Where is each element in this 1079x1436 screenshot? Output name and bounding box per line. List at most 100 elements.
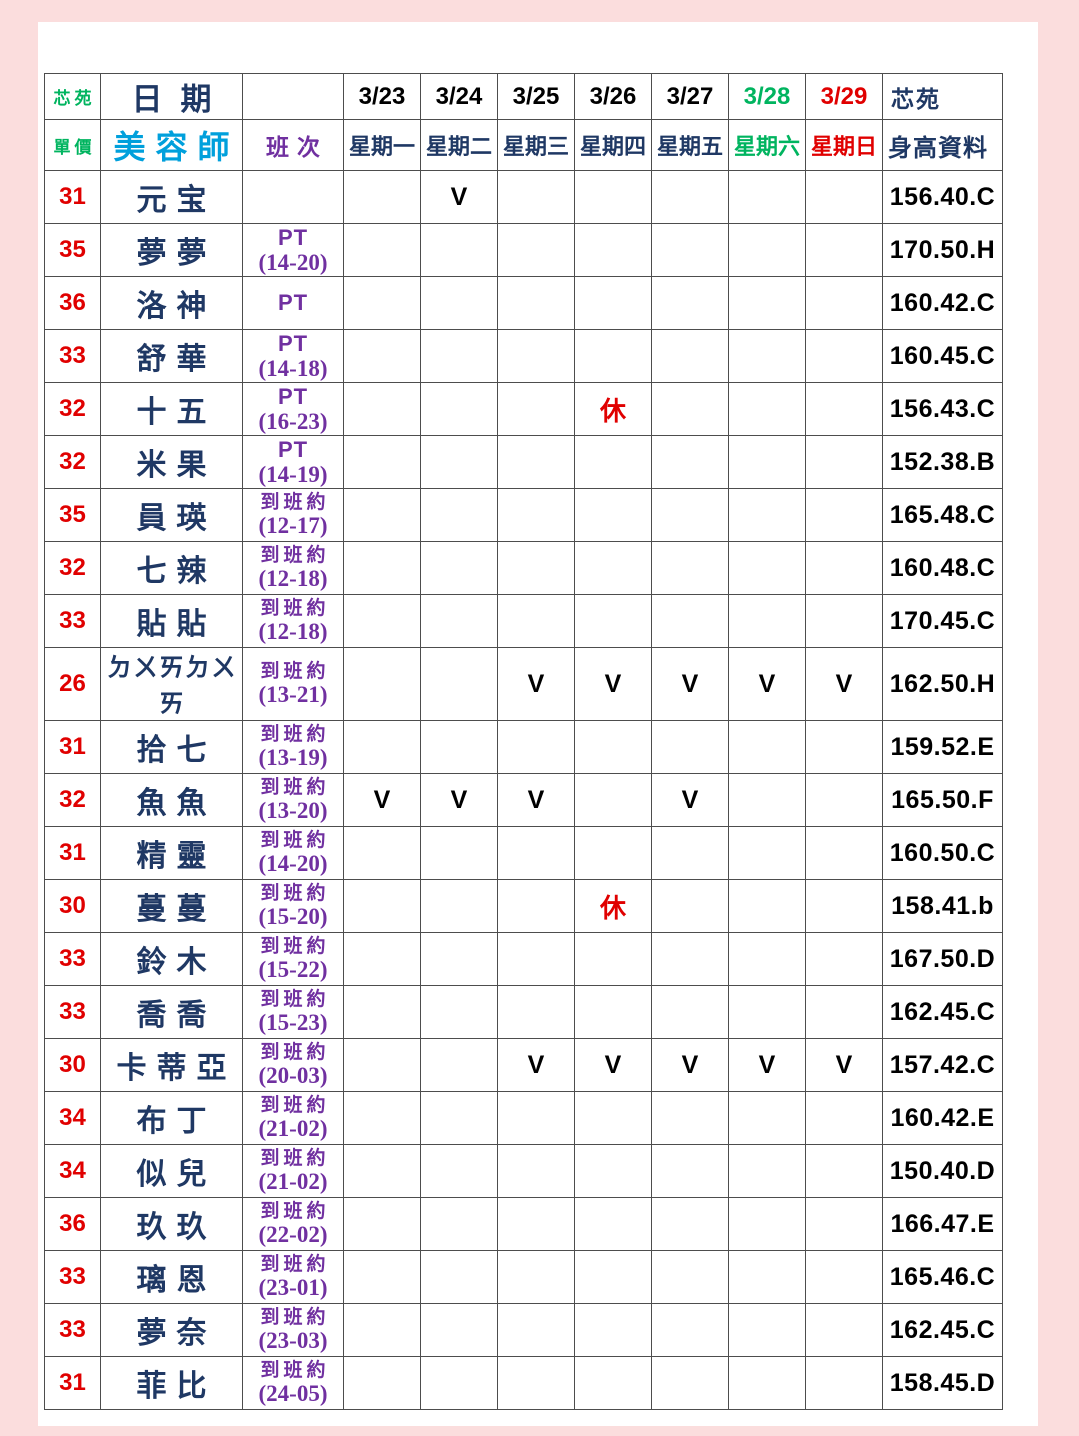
schedule-mark-cell: [805, 170, 883, 224]
schedule-mark-cell: [497, 826, 575, 880]
date-col-header: 3/27: [651, 73, 729, 120]
schedule-mark-cell: [574, 594, 652, 648]
weekday-col-header: 星期二: [420, 119, 498, 171]
schedule-mark-cell: [574, 1091, 652, 1145]
schedule-mark-cell: [651, 488, 729, 542]
height-info-cell: 167.50.D: [882, 932, 1003, 986]
schedule-mark-cell: [728, 879, 806, 933]
staff-row: 33 鈴木 到班約 (15-22) 167.50.D: [44, 932, 1003, 986]
schedule-mark-cell: [343, 1091, 421, 1145]
schedule-mark-cell: [574, 488, 652, 542]
shift-cell: 到班約 (15-23): [242, 985, 344, 1039]
schedule-mark-cell: V: [497, 773, 575, 827]
staff-name-cell: 七辣: [100, 541, 243, 595]
shift-cell: 到班約 (20-03): [242, 1038, 344, 1092]
shift-cell: 到班約 (23-01): [242, 1250, 344, 1304]
schedule-mark-cell: [574, 276, 652, 330]
weekday-col-header: 星期四: [574, 119, 652, 171]
price-cell: 31: [44, 1356, 101, 1410]
staff-name-cell: 精靈: [100, 826, 243, 880]
staff-name-cell: 魚魚: [100, 773, 243, 827]
staff-row: 32 魚魚 到班約 (13-20) V V V V 165.50.F: [44, 773, 1003, 827]
price-cell: 31: [44, 170, 101, 224]
schedule-mark-cell: [728, 276, 806, 330]
schedule-mark-cell: [343, 1356, 421, 1410]
schedule-mark-cell: [420, 382, 498, 436]
staff-row: 31 菲比 到班約 (24-05) 158.45.D: [44, 1356, 1003, 1410]
staff-row: 35 夢夢 PT (14-20) 170.50.H: [44, 223, 1003, 277]
schedule-mark-cell: V: [805, 1038, 883, 1092]
height-info-cell: 170.45.C: [882, 594, 1003, 648]
shift-cell: 到班約 (21-02): [242, 1144, 344, 1198]
schedule-mark-cell: [805, 1091, 883, 1145]
shift-cell: 到班約 (12-18): [242, 594, 344, 648]
schedule-mark-cell: [805, 1144, 883, 1198]
schedule-mark-cell: [420, 826, 498, 880]
schedule-mark-cell: [728, 541, 806, 595]
schedule-mark-cell: [420, 541, 498, 595]
height-info-cell: 162.45.C: [882, 985, 1003, 1039]
schedule-mark-cell: [574, 932, 652, 986]
price-cell: 33: [44, 1250, 101, 1304]
schedule-mark-cell: [420, 276, 498, 330]
date-col-header: 3/23: [343, 73, 421, 120]
schedule-mark-cell: [420, 1091, 498, 1145]
height-info-cell: 162.50.H: [882, 647, 1003, 721]
schedule-mark-cell: [728, 826, 806, 880]
staff-row: 34 布丁 到班約 (21-02) 160.42.E: [44, 1091, 1003, 1145]
schedule-mark-cell: [420, 329, 498, 383]
schedule-mark-cell: [574, 720, 652, 774]
site-label-top-left: 芯苑: [44, 73, 101, 120]
schedule-mark-cell: V: [497, 647, 575, 721]
staff-row: 30 蔓蔓 到班約 (15-20) 休 158.41.b: [44, 879, 1003, 933]
price-cell: 30: [44, 1038, 101, 1092]
schedule-mark-cell: [343, 329, 421, 383]
height-info-cell: 170.50.H: [882, 223, 1003, 277]
height-info-cell: 160.50.C: [882, 826, 1003, 880]
height-info-cell: 157.42.C: [882, 1038, 1003, 1092]
schedule-mark-cell: V: [651, 1038, 729, 1092]
schedule-mark-cell: [497, 594, 575, 648]
price-cell: 34: [44, 1144, 101, 1198]
staff-name-cell: 拾七: [100, 720, 243, 774]
blank-header-cell: [242, 73, 344, 120]
header-row-weekdays: 單價 美容師 班次 星期一 星期二 星期三 星期四 星期五 星期六 星期日 身高資料: [44, 119, 1003, 171]
schedule-mark-cell: [420, 1038, 498, 1092]
schedule-mark-cell: [805, 276, 883, 330]
schedule-mark-cell: [651, 932, 729, 986]
schedule-mark-cell: [805, 1303, 883, 1357]
staff-name-cell: 貼貼: [100, 594, 243, 648]
schedule-mark-cell: [574, 541, 652, 595]
schedule-mark-cell: V: [343, 773, 421, 827]
staff-name-cell: 元宝: [100, 170, 243, 224]
price-cell: 33: [44, 1303, 101, 1357]
schedule-mark-cell: [497, 1144, 575, 1198]
schedule-mark-cell: [343, 879, 421, 933]
height-info-cell: 150.40.D: [882, 1144, 1003, 1198]
schedule-mark-cell: [343, 541, 421, 595]
date-col-header: 3/29: [805, 73, 883, 120]
schedule-mark-cell: [728, 932, 806, 986]
schedule-table: 芯苑 日期 3/23 3/24 3/25 3/26 3/27 3/28 3/29 芯苑 單價 …: [44, 73, 1003, 1410]
schedule-mark-cell: [728, 1197, 806, 1251]
height-info-cell: 165.48.C: [882, 488, 1003, 542]
shift-cell: 到班約 (13-20): [242, 773, 344, 827]
schedule-mark-cell: [343, 932, 421, 986]
schedule-mark-cell: [497, 435, 575, 489]
schedule-mark-cell: V: [728, 647, 806, 721]
schedule-mark-cell: [651, 594, 729, 648]
height-info-cell: 158.41.b: [882, 879, 1003, 933]
staff-name-cell: ㄉㄨㄞㄉㄨㄞ: [100, 647, 243, 721]
schedule-mark-cell: [805, 435, 883, 489]
schedule-mark-cell: [343, 826, 421, 880]
date-label: 日期: [100, 73, 243, 120]
schedule-mark-cell: [728, 488, 806, 542]
price-label: 單價: [44, 119, 101, 171]
header-row-dates: 芯苑 日期 3/23 3/24 3/25 3/26 3/27 3/28 3/29 芯苑: [44, 73, 1003, 120]
schedule-mark-cell: [574, 773, 652, 827]
price-cell: 33: [44, 985, 101, 1039]
schedule-mark-cell: [343, 647, 421, 721]
schedule-mark-cell: [497, 329, 575, 383]
site-label-top-right: 芯苑: [882, 73, 1003, 120]
shift-cell: PT (16-23): [242, 382, 344, 436]
